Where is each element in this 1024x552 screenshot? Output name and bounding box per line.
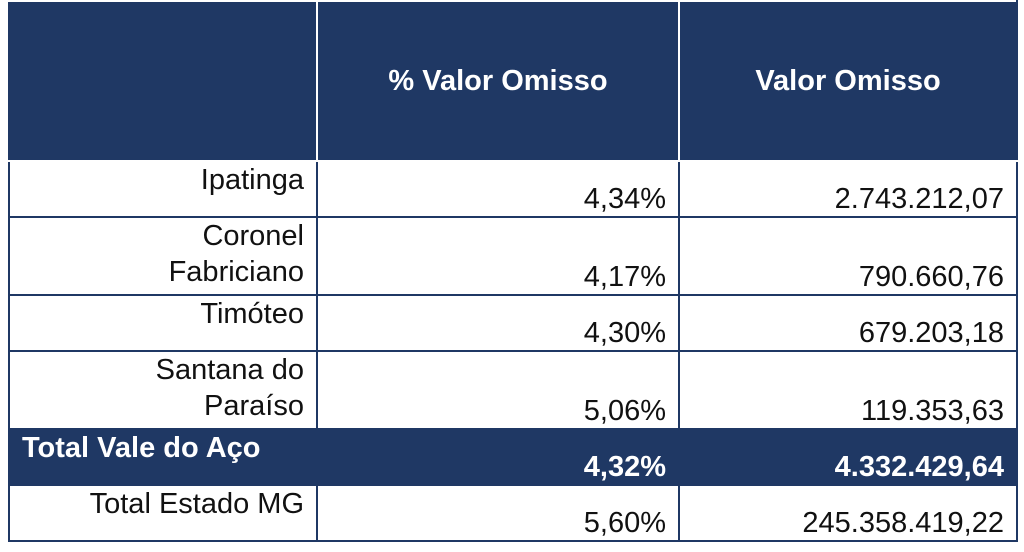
table-header-row: % Valor Omisso Valor Omisso xyxy=(8,0,1018,162)
city-name: Ipatinga xyxy=(8,160,318,218)
header-percent-omitted: % Valor Omisso xyxy=(316,0,680,162)
total-estado-label: Total Estado MG xyxy=(8,484,318,542)
total-estado-row: Total Estado MG 5,60% 245.358.419,22 xyxy=(8,484,1018,542)
total-estado-value: 245.358.419,22 xyxy=(678,484,1018,542)
total-vale-percent: 4,32% xyxy=(316,428,680,486)
percent-cell: 4,34% xyxy=(316,160,680,218)
total-vale-row: Total Vale do Aço 4,32% 4.332.429,64 xyxy=(8,428,1018,486)
city-name-line: Timóteo xyxy=(200,298,304,330)
city-name-line: Santana do xyxy=(155,354,304,386)
percent-cell: 4,30% xyxy=(316,294,680,352)
city-name: Santana do Paraíso xyxy=(8,350,318,430)
percent-cell: 4,17% xyxy=(316,216,680,296)
total-estado-percent: 5,60% xyxy=(316,484,680,542)
total-vale-value: 4.332.429,64 xyxy=(678,428,1018,486)
value-cell: 679.203,18 xyxy=(678,294,1018,352)
table-row: Santana do Paraíso 5,06% 119.353,63 xyxy=(8,350,1018,430)
table-row: Ipatinga 4,34% 2.743.212,07 xyxy=(8,160,1018,218)
city-name-line: Fabriciano xyxy=(168,256,304,288)
header-value-omitted: Valor Omisso xyxy=(678,0,1018,162)
city-name: Coronel Fabriciano xyxy=(8,216,318,296)
table-row: Coronel Fabriciano 4,17% 790.660,76 xyxy=(8,216,1018,296)
city-name-line: Paraíso xyxy=(204,390,304,422)
total-vale-label: Total Vale do Aço xyxy=(8,428,318,486)
city-name: Timóteo xyxy=(8,294,318,352)
city-name-line: Coronel xyxy=(202,220,304,252)
header-blank-cell xyxy=(8,0,318,162)
value-cell: 2.743.212,07 xyxy=(678,160,1018,218)
percent-cell: 5,06% xyxy=(316,350,680,430)
table-row: Timóteo 4,30% 679.203,18 xyxy=(8,294,1018,352)
omitted-value-table: % Valor Omisso Valor Omisso Ipatinga 4,3… xyxy=(8,0,1018,542)
value-cell: 790.660,76 xyxy=(678,216,1018,296)
city-name-line: Ipatinga xyxy=(200,164,304,196)
value-cell: 119.353,63 xyxy=(678,350,1018,430)
